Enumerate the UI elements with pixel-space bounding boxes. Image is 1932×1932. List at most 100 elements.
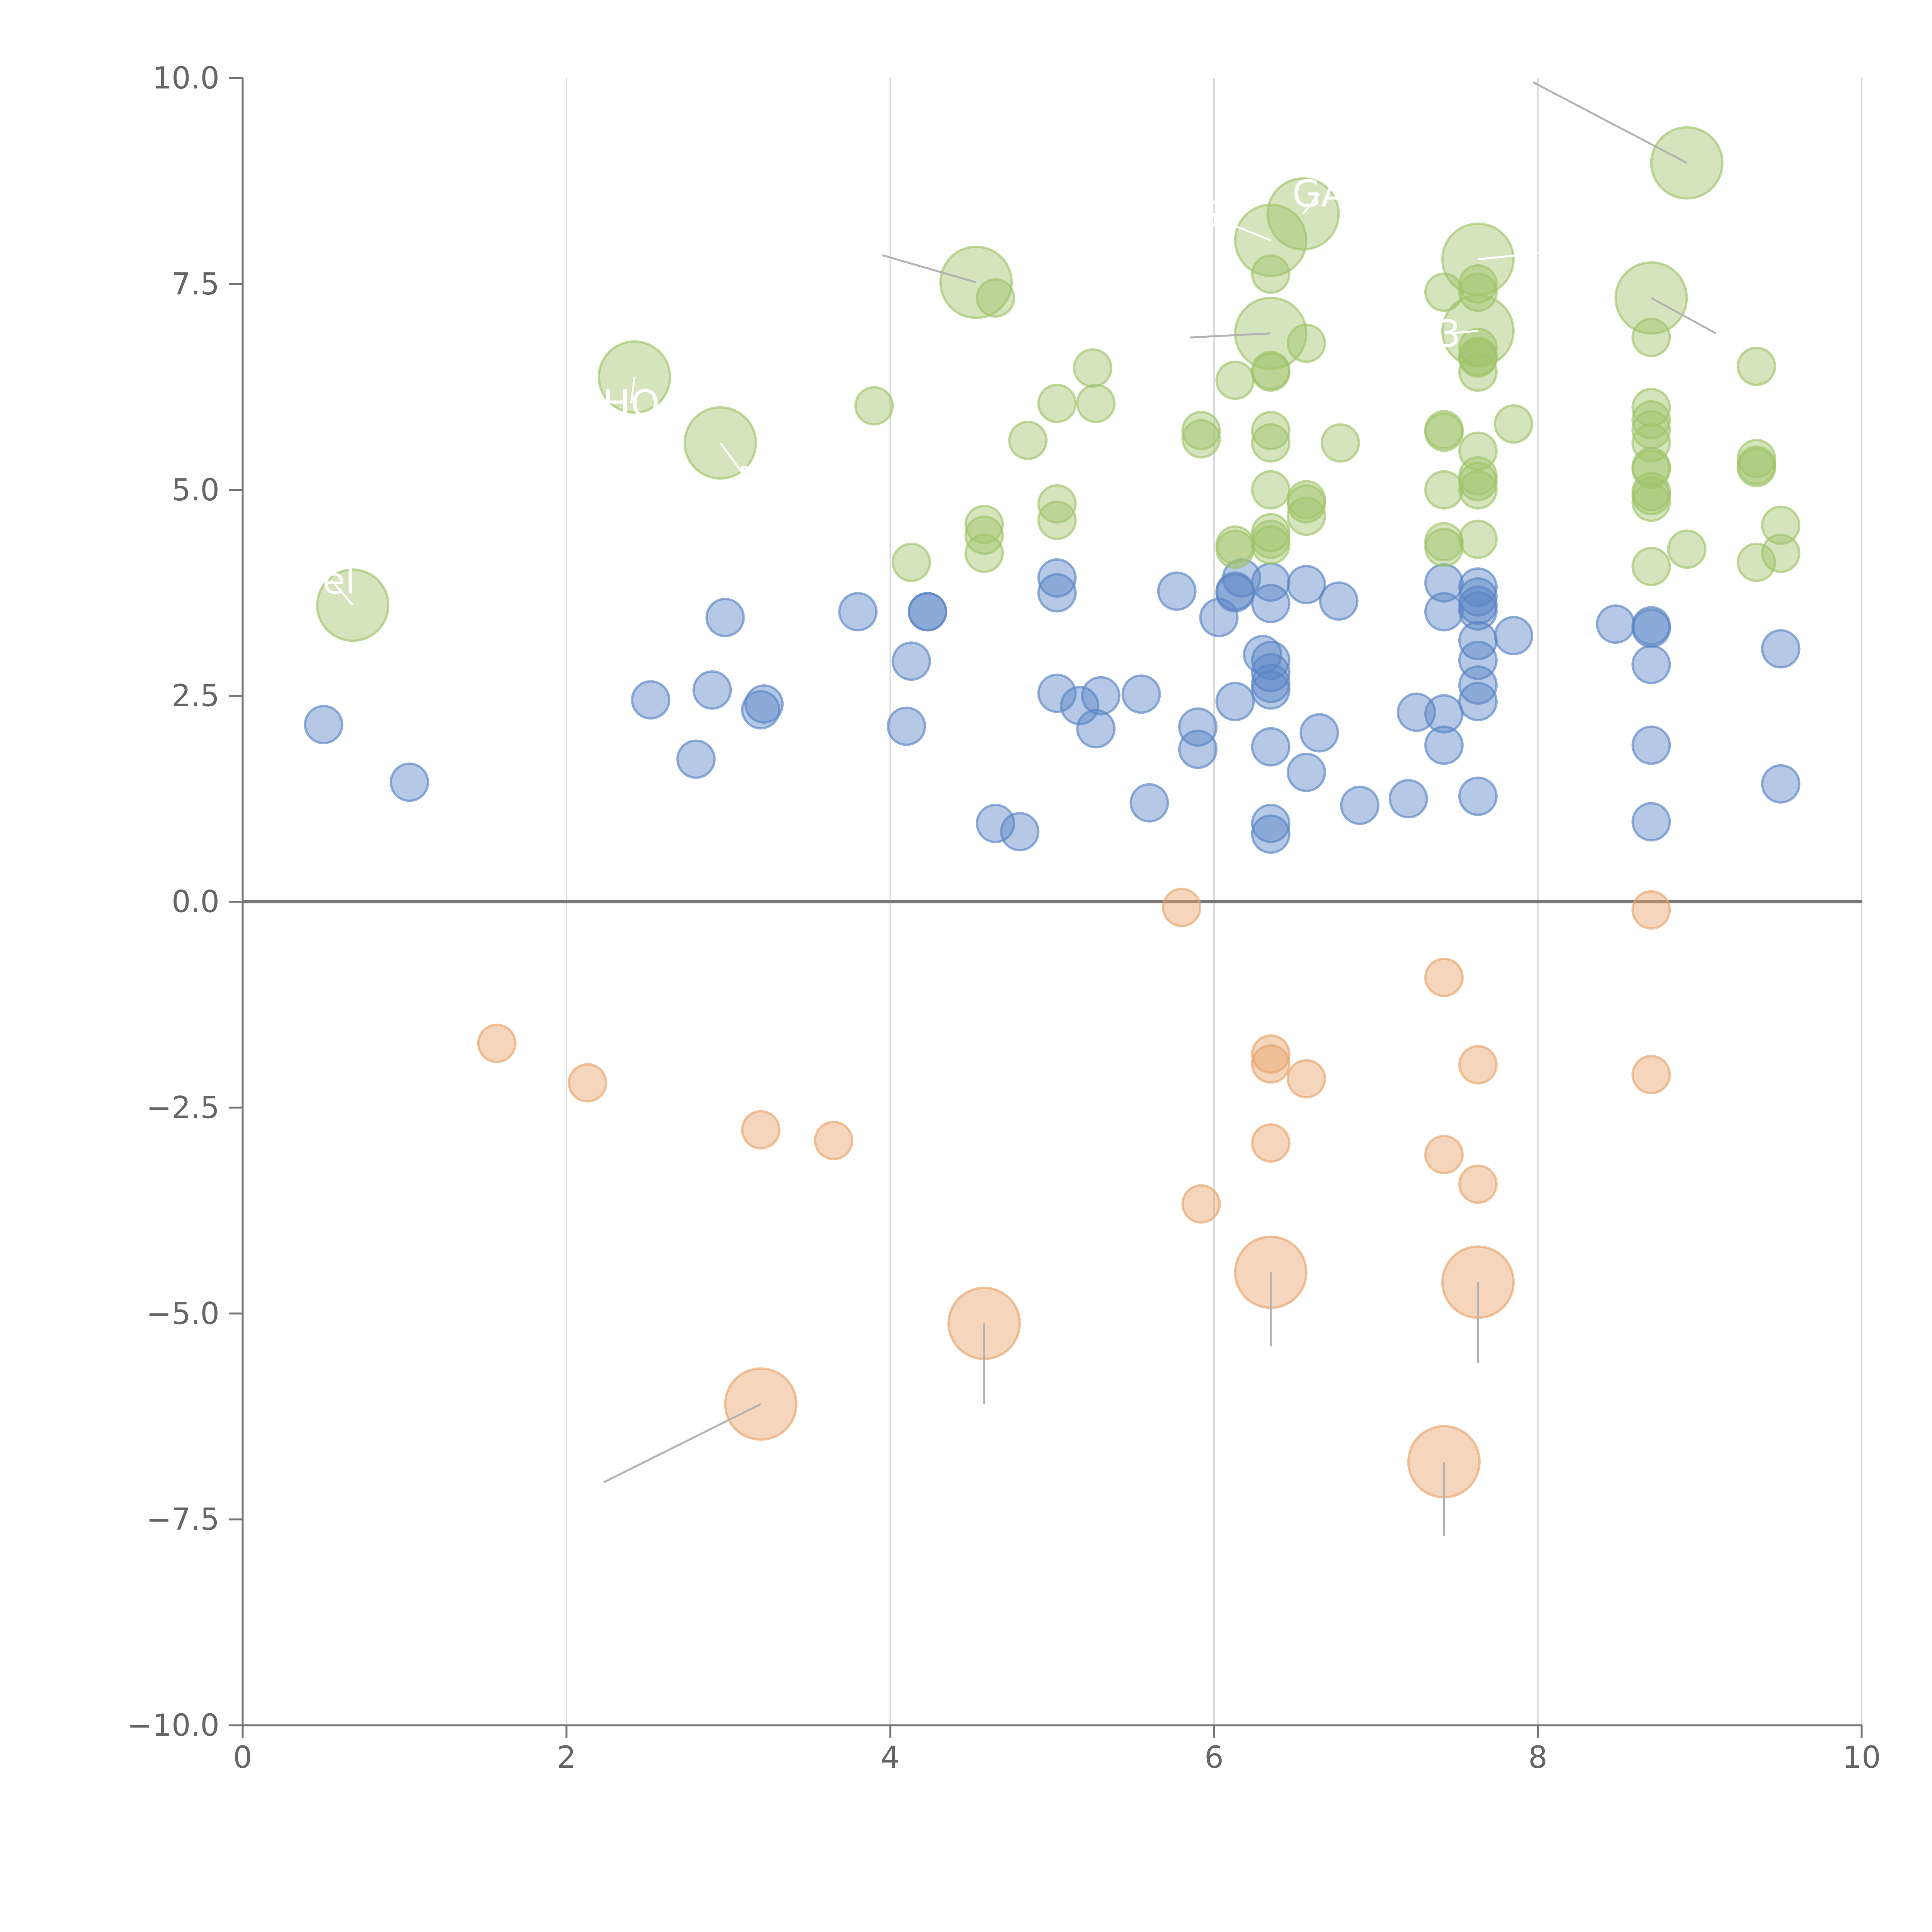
annotation-label: HO <box>603 382 660 425</box>
scatter-point-blue <box>1251 653 1291 692</box>
scatter-point-green <box>976 278 1015 318</box>
axes: 0 2 4 6 8 10 10.0 7.5 5.0 2.5 0.0 −2.5 −5.0 −7.5 −10.0 <box>127 61 1881 1775</box>
scatter-point-orange <box>1424 957 1464 997</box>
y-tick-label: 2.5 <box>172 679 219 714</box>
x-tick-label: 10 <box>1842 1740 1881 1775</box>
scatter-point-green <box>1037 383 1077 423</box>
scatter-point-orange <box>1286 1059 1326 1099</box>
scatter-point-blue <box>1076 709 1116 748</box>
scatter-point-green <box>1037 500 1077 540</box>
scatter-point-green <box>1631 546 1671 586</box>
annotation-leader-line <box>630 377 636 404</box>
scatter-point-blue <box>1060 686 1100 726</box>
annotation-leader-line <box>1651 297 1717 334</box>
scatter-point-green <box>1736 347 1776 386</box>
scatter-point-green <box>854 386 894 426</box>
scatter-point-green <box>1251 470 1291 510</box>
annotation-leader-line <box>882 254 976 284</box>
scatter-point-green <box>1631 318 1671 357</box>
scatter-point-green <box>1251 411 1291 451</box>
scatter-point-green <box>1251 254 1291 294</box>
annotation-leader-line <box>1449 330 1478 335</box>
scatter-point-blue <box>1222 558 1262 598</box>
y-tick-label: 10.0 <box>152 61 219 96</box>
scatter-point-blue <box>1458 577 1498 617</box>
scatter-point-blue <box>1178 730 1218 769</box>
scatter-point-green <box>1458 338 1498 378</box>
x-tick-label: 0 <box>233 1740 252 1775</box>
scatter-point-green <box>1073 348 1112 388</box>
scatter-point-green <box>1008 420 1048 460</box>
scatter-point-blue <box>908 592 947 632</box>
scatter-point-green <box>1251 525 1291 565</box>
scatter-point-blue <box>1251 814 1291 854</box>
scatter-point-green <box>1761 505 1801 545</box>
scatter-point-blue <box>1631 725 1671 765</box>
annotation-leader-line <box>1478 246 1603 260</box>
scatter-point-blue <box>1631 608 1671 648</box>
scatter-point-orange <box>1181 1184 1221 1224</box>
scatter-point-orange <box>1458 1164 1498 1204</box>
x-tick-label: 6 <box>1204 1740 1224 1775</box>
scatter-point-blue <box>1388 779 1428 819</box>
scatter-point-green <box>964 533 1004 573</box>
scatter-point-orange <box>1251 1034 1291 1074</box>
scatter-point-blue <box>1458 665 1498 705</box>
scatter-point-orange <box>568 1063 607 1103</box>
scatter-point-blue <box>1424 725 1464 765</box>
scatter-point-blue <box>1037 558 1077 598</box>
scatter-point-blue <box>1458 591 1498 631</box>
annotation-leader-line <box>1190 332 1271 338</box>
scatter-point-blue <box>1121 674 1161 714</box>
scatter-point-green <box>1215 529 1255 569</box>
y-tick-label: −7.5 <box>146 1502 219 1537</box>
scatter-point-blue <box>1424 563 1464 603</box>
scatter-point-green <box>1424 412 1464 452</box>
scatter-point-green <box>1037 484 1077 524</box>
scatter-point-blue <box>631 680 670 720</box>
scatter-point-orange <box>1251 1123 1291 1163</box>
scatter-point-blue <box>1251 727 1291 767</box>
y-tick-label: −10.0 <box>127 1708 219 1743</box>
scatter-point-blue <box>1458 776 1498 816</box>
scatter-point-green <box>1458 519 1498 559</box>
scatter-point-green <box>1215 361 1255 400</box>
scatter-point-blue <box>1761 629 1801 669</box>
scatter-point-green <box>1667 529 1707 569</box>
scatter-point-green <box>1320 423 1360 463</box>
scatter-point-blue <box>1494 616 1534 656</box>
scatter-point-blue <box>1340 786 1380 825</box>
scatter-point-green <box>1631 388 1671 427</box>
scatter-point-green <box>1458 352 1498 392</box>
y-tick-label: −2.5 <box>146 1090 219 1125</box>
annotations: rel HO F G GA A 3 <box>308 81 1717 1536</box>
annotation-leader-line <box>331 580 354 606</box>
scatter-point-blue <box>1251 804 1291 844</box>
scatter-point-blue <box>1424 592 1464 632</box>
scatter-point-blue <box>1631 645 1671 684</box>
scatter-point-blue <box>886 706 926 746</box>
scatter-point-blue <box>1178 707 1218 747</box>
scatter-point-orange <box>814 1121 854 1160</box>
scatter-point-blue <box>1286 565 1326 604</box>
scatter-point-blue <box>976 804 1015 844</box>
scatter-point-green <box>1286 484 1326 524</box>
x-tick-label: 2 <box>557 1740 576 1775</box>
scatter-point-green <box>1494 404 1534 444</box>
annotation-label: rel <box>308 559 355 602</box>
scatter-point-orange <box>1458 1045 1498 1085</box>
scatter-point-blue <box>1396 692 1436 732</box>
scatter-point-blue <box>1037 673 1077 713</box>
scatter-point-blue <box>741 690 781 730</box>
annotation-leader-line <box>603 1403 761 1483</box>
scatter-point-green <box>1458 272 1498 312</box>
annotation-label: F <box>737 459 759 502</box>
scatter-point-orange <box>1424 1134 1464 1174</box>
scatter-point-green <box>1076 383 1116 423</box>
scatter-point-orange <box>1162 888 1202 927</box>
scatter-point-blue <box>1319 581 1359 621</box>
scatter-point-blue <box>1215 682 1255 721</box>
scatter-point-orange <box>477 1024 517 1063</box>
annotation-leader-line <box>1302 192 1320 215</box>
